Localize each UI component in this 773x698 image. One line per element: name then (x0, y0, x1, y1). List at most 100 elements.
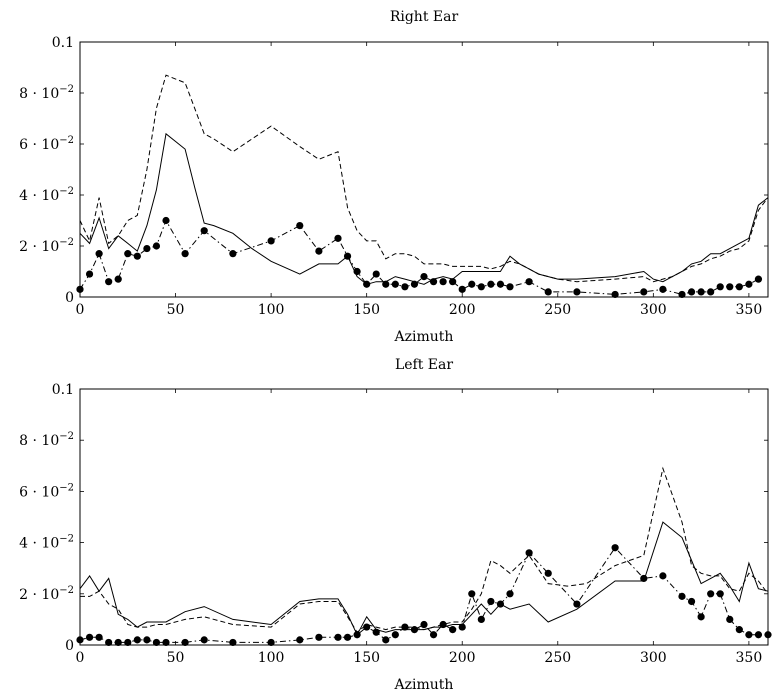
series-line-dashed (80, 466, 769, 633)
data-point (162, 638, 170, 647)
chart-panel-0: Right Ear Azimuth 0 50 100 150 200 250 300 350 0 2 … (19, 9, 769, 345)
data-point (707, 590, 715, 598)
data-point (764, 631, 772, 639)
x-tick-label: 250 (544, 302, 571, 318)
data-point (133, 252, 141, 260)
y-tick-exponent: −2 (59, 534, 74, 545)
data-point (496, 280, 505, 288)
x-tick-label: 50 (167, 302, 185, 318)
data-point (468, 280, 476, 288)
data-point (745, 280, 753, 288)
data-point (573, 288, 581, 296)
data-point (200, 636, 208, 644)
data-point (391, 280, 399, 288)
chart-title: Right Ear (390, 9, 459, 25)
data-point (229, 250, 237, 258)
data-point (640, 288, 648, 296)
data-point (315, 247, 323, 255)
data-point (420, 273, 428, 281)
x-tick-label: 200 (449, 650, 476, 666)
data-point (152, 638, 161, 647)
data-point (382, 636, 390, 644)
data-point (382, 280, 390, 288)
series-line-dashdot (79, 546, 768, 643)
data-point (410, 626, 419, 634)
x-tick-label: 150 (353, 302, 380, 318)
data-point (76, 636, 84, 644)
data-point (687, 597, 696, 606)
y-tick-mantissa: 4 · 10 (19, 536, 59, 552)
x-tick-label: 150 (353, 650, 380, 666)
data-point (429, 278, 438, 286)
x-tick-label: 200 (449, 302, 476, 318)
x-tick-label: 0 (76, 650, 85, 666)
data-point (143, 636, 151, 644)
data-point (334, 633, 342, 641)
y-tick-mantissa: 4 · 10 (19, 188, 59, 204)
y-tick-label: 2 · 10−2 (19, 585, 74, 603)
y-tick-exponent: −2 (59, 84, 74, 95)
y-tick-label: 0.1 (52, 382, 74, 398)
plot-frame (79, 41, 769, 298)
y-tick-label: 0.1 (52, 35, 74, 51)
data-point (506, 283, 514, 291)
data-point (659, 572, 667, 580)
data-point (95, 250, 103, 258)
data-point (754, 275, 763, 283)
data-point (363, 280, 371, 288)
data-point (716, 590, 724, 598)
data-point (372, 270, 380, 278)
y-tick-label: 4 · 10−2 (19, 186, 74, 204)
x-axis-label: Azimuth (394, 329, 454, 345)
x-tick-label: 100 (258, 302, 285, 318)
data-point (611, 544, 619, 552)
y-tick-mantissa: 6 · 10 (19, 484, 59, 500)
series-line-solid (79, 132, 769, 285)
data-point (697, 288, 705, 296)
data-point (735, 283, 743, 291)
y-tick-mantissa: 0.1 (52, 382, 74, 398)
data-point (85, 633, 94, 641)
data-point (439, 278, 447, 286)
y-tick-exponent: −2 (59, 237, 74, 248)
data-point (678, 290, 686, 299)
data-point (687, 288, 696, 296)
data-point (105, 278, 113, 286)
data-point (267, 638, 275, 647)
data-point (544, 569, 552, 577)
data-point (477, 283, 485, 291)
data-point (525, 549, 533, 557)
y-tick-mantissa: 0.1 (52, 35, 74, 51)
data-point (181, 250, 189, 258)
x-tick-label: 300 (640, 302, 667, 318)
y-tick-label: 0 (65, 638, 74, 654)
data-point (525, 278, 533, 286)
x-tick-label: 100 (258, 650, 285, 666)
data-point (726, 283, 734, 291)
y-tick-label: 2 · 10−2 (19, 237, 74, 255)
y-tick-label: 4 · 10−2 (19, 534, 74, 552)
y-tick-exponent: −2 (59, 186, 74, 197)
data-point (745, 631, 753, 639)
y-tick-mantissa: 8 · 10 (19, 433, 59, 449)
y-tick-label: 6 · 10−2 (19, 135, 74, 153)
data-point (143, 244, 151, 253)
x-tick-label: 250 (544, 650, 571, 666)
data-point (296, 222, 304, 230)
x-tick-label: 300 (640, 650, 667, 666)
data-point (716, 283, 724, 291)
y-tick-exponent: −2 (59, 431, 74, 442)
data-point (544, 288, 552, 296)
data-point (487, 597, 495, 606)
data-point (353, 631, 361, 639)
data-point (181, 638, 189, 647)
data-point (754, 631, 763, 639)
x-tick-label: 350 (736, 650, 763, 666)
data-point (439, 620, 447, 629)
data-point (458, 285, 466, 293)
data-point (267, 237, 275, 245)
data-point (114, 275, 122, 283)
data-point (124, 250, 132, 258)
data-point (410, 280, 419, 288)
data-point (105, 638, 113, 647)
